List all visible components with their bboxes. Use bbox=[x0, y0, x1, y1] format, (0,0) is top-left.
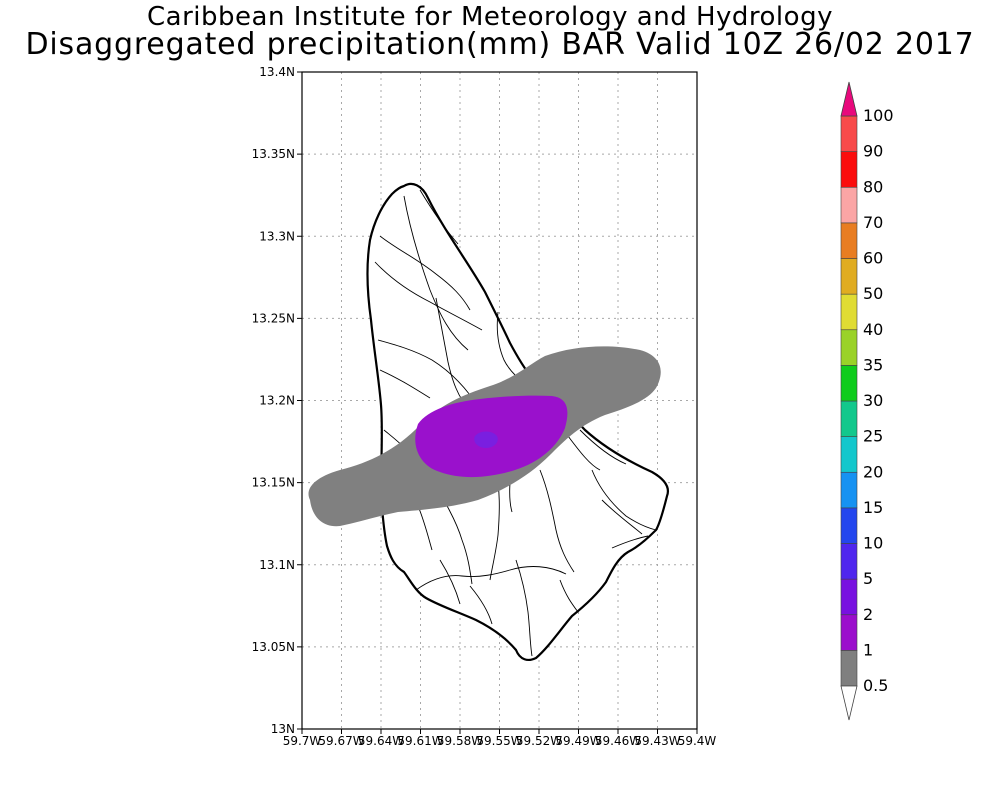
colorbar-label: 15 bbox=[863, 498, 883, 517]
x-tick-label: 59.52W bbox=[516, 734, 562, 748]
colorbar-label: 35 bbox=[863, 355, 883, 374]
colorbar-label: 20 bbox=[863, 462, 883, 481]
y-tick-label: 13.05N bbox=[252, 640, 295, 654]
x-tick-label: 59.4W bbox=[678, 734, 717, 748]
watercourses bbox=[374, 189, 657, 657]
title-line-2: Disaggregated precipitation(mm) BAR Vali… bbox=[25, 27, 975, 62]
x-tick-label: 59.49W bbox=[555, 734, 601, 748]
x-axis: 59.7W59.67W59.64W59.61W59.58W59.55W59.52… bbox=[283, 729, 717, 748]
colorbar-over-triangle bbox=[840, 81, 858, 117]
colorbar-swatch bbox=[840, 507, 858, 544]
colorbar-swatch bbox=[840, 258, 858, 295]
colorbar-swatch bbox=[840, 543, 858, 580]
colorbar-label: 50 bbox=[863, 284, 883, 303]
colorbar-label: 40 bbox=[863, 320, 883, 339]
colorbar-swatch bbox=[840, 578, 858, 616]
y-tick-label: 13.3N bbox=[259, 229, 295, 243]
colorbar-label: 100 bbox=[863, 106, 894, 125]
colorbar-swatch bbox=[840, 293, 858, 331]
colorbar-swatch bbox=[840, 151, 858, 188]
colorbar-swatch bbox=[840, 471, 858, 509]
colorbar-label: 25 bbox=[863, 427, 883, 446]
precip-area-violet bbox=[474, 431, 498, 448]
x-tick-label: 59.46W bbox=[595, 734, 641, 748]
colorbar-swatch bbox=[840, 365, 858, 402]
colorbar-label: 10 bbox=[863, 534, 883, 553]
x-tick-label: 59.55W bbox=[476, 734, 522, 748]
y-tick-label: 13N bbox=[271, 722, 295, 736]
colorbar-swatch bbox=[840, 115, 858, 152]
x-tick-label: 59.67W bbox=[318, 734, 364, 748]
colorbar-swatch bbox=[840, 436, 858, 473]
colorbar-label: 70 bbox=[863, 213, 883, 232]
colorbar-label: 60 bbox=[863, 249, 883, 268]
x-tick-label: 59.58W bbox=[437, 734, 483, 748]
colorbar-label: 2 bbox=[863, 605, 873, 624]
y-tick-label: 13.35N bbox=[252, 147, 295, 161]
colorbar-swatch bbox=[840, 222, 858, 259]
colorbar-swatch bbox=[840, 650, 858, 687]
colorbar-label: 5 bbox=[863, 569, 873, 588]
x-tick-label: 59.43W bbox=[634, 734, 680, 748]
y-tick-label: 13.15N bbox=[252, 476, 295, 490]
colorbar-swatch bbox=[840, 329, 858, 366]
x-tick-label: 59.61W bbox=[397, 734, 443, 748]
y-axis: 13N 13.05N 13.1N 13.15N 13.2N 13.25N 13.3N 13.3… bbox=[252, 65, 302, 736]
y-tick-label: 13.2N bbox=[259, 394, 295, 408]
y-tick-label: 13.4N bbox=[259, 65, 295, 79]
y-tick-label: 13.25N bbox=[252, 311, 295, 325]
colorbar-label: 90 bbox=[863, 142, 883, 161]
colorbar-swatch bbox=[840, 186, 858, 224]
colorbar-label: 0.5 bbox=[863, 676, 888, 695]
y-tick-label: 13.1N bbox=[259, 558, 295, 572]
colorbar-swatch bbox=[840, 614, 858, 651]
colorbar-swatch bbox=[840, 400, 858, 437]
colorbar-label: 30 bbox=[863, 391, 883, 410]
colorbar-label: 1 bbox=[863, 640, 873, 659]
x-tick-label: 59.7W bbox=[283, 734, 322, 748]
title-line-1: Caribbean Institute for Meteorology and … bbox=[147, 2, 833, 32]
x-tick-label: 59.64W bbox=[358, 734, 404, 748]
colorbar-under-triangle bbox=[840, 685, 858, 721]
colorbar-label: 80 bbox=[863, 177, 883, 196]
